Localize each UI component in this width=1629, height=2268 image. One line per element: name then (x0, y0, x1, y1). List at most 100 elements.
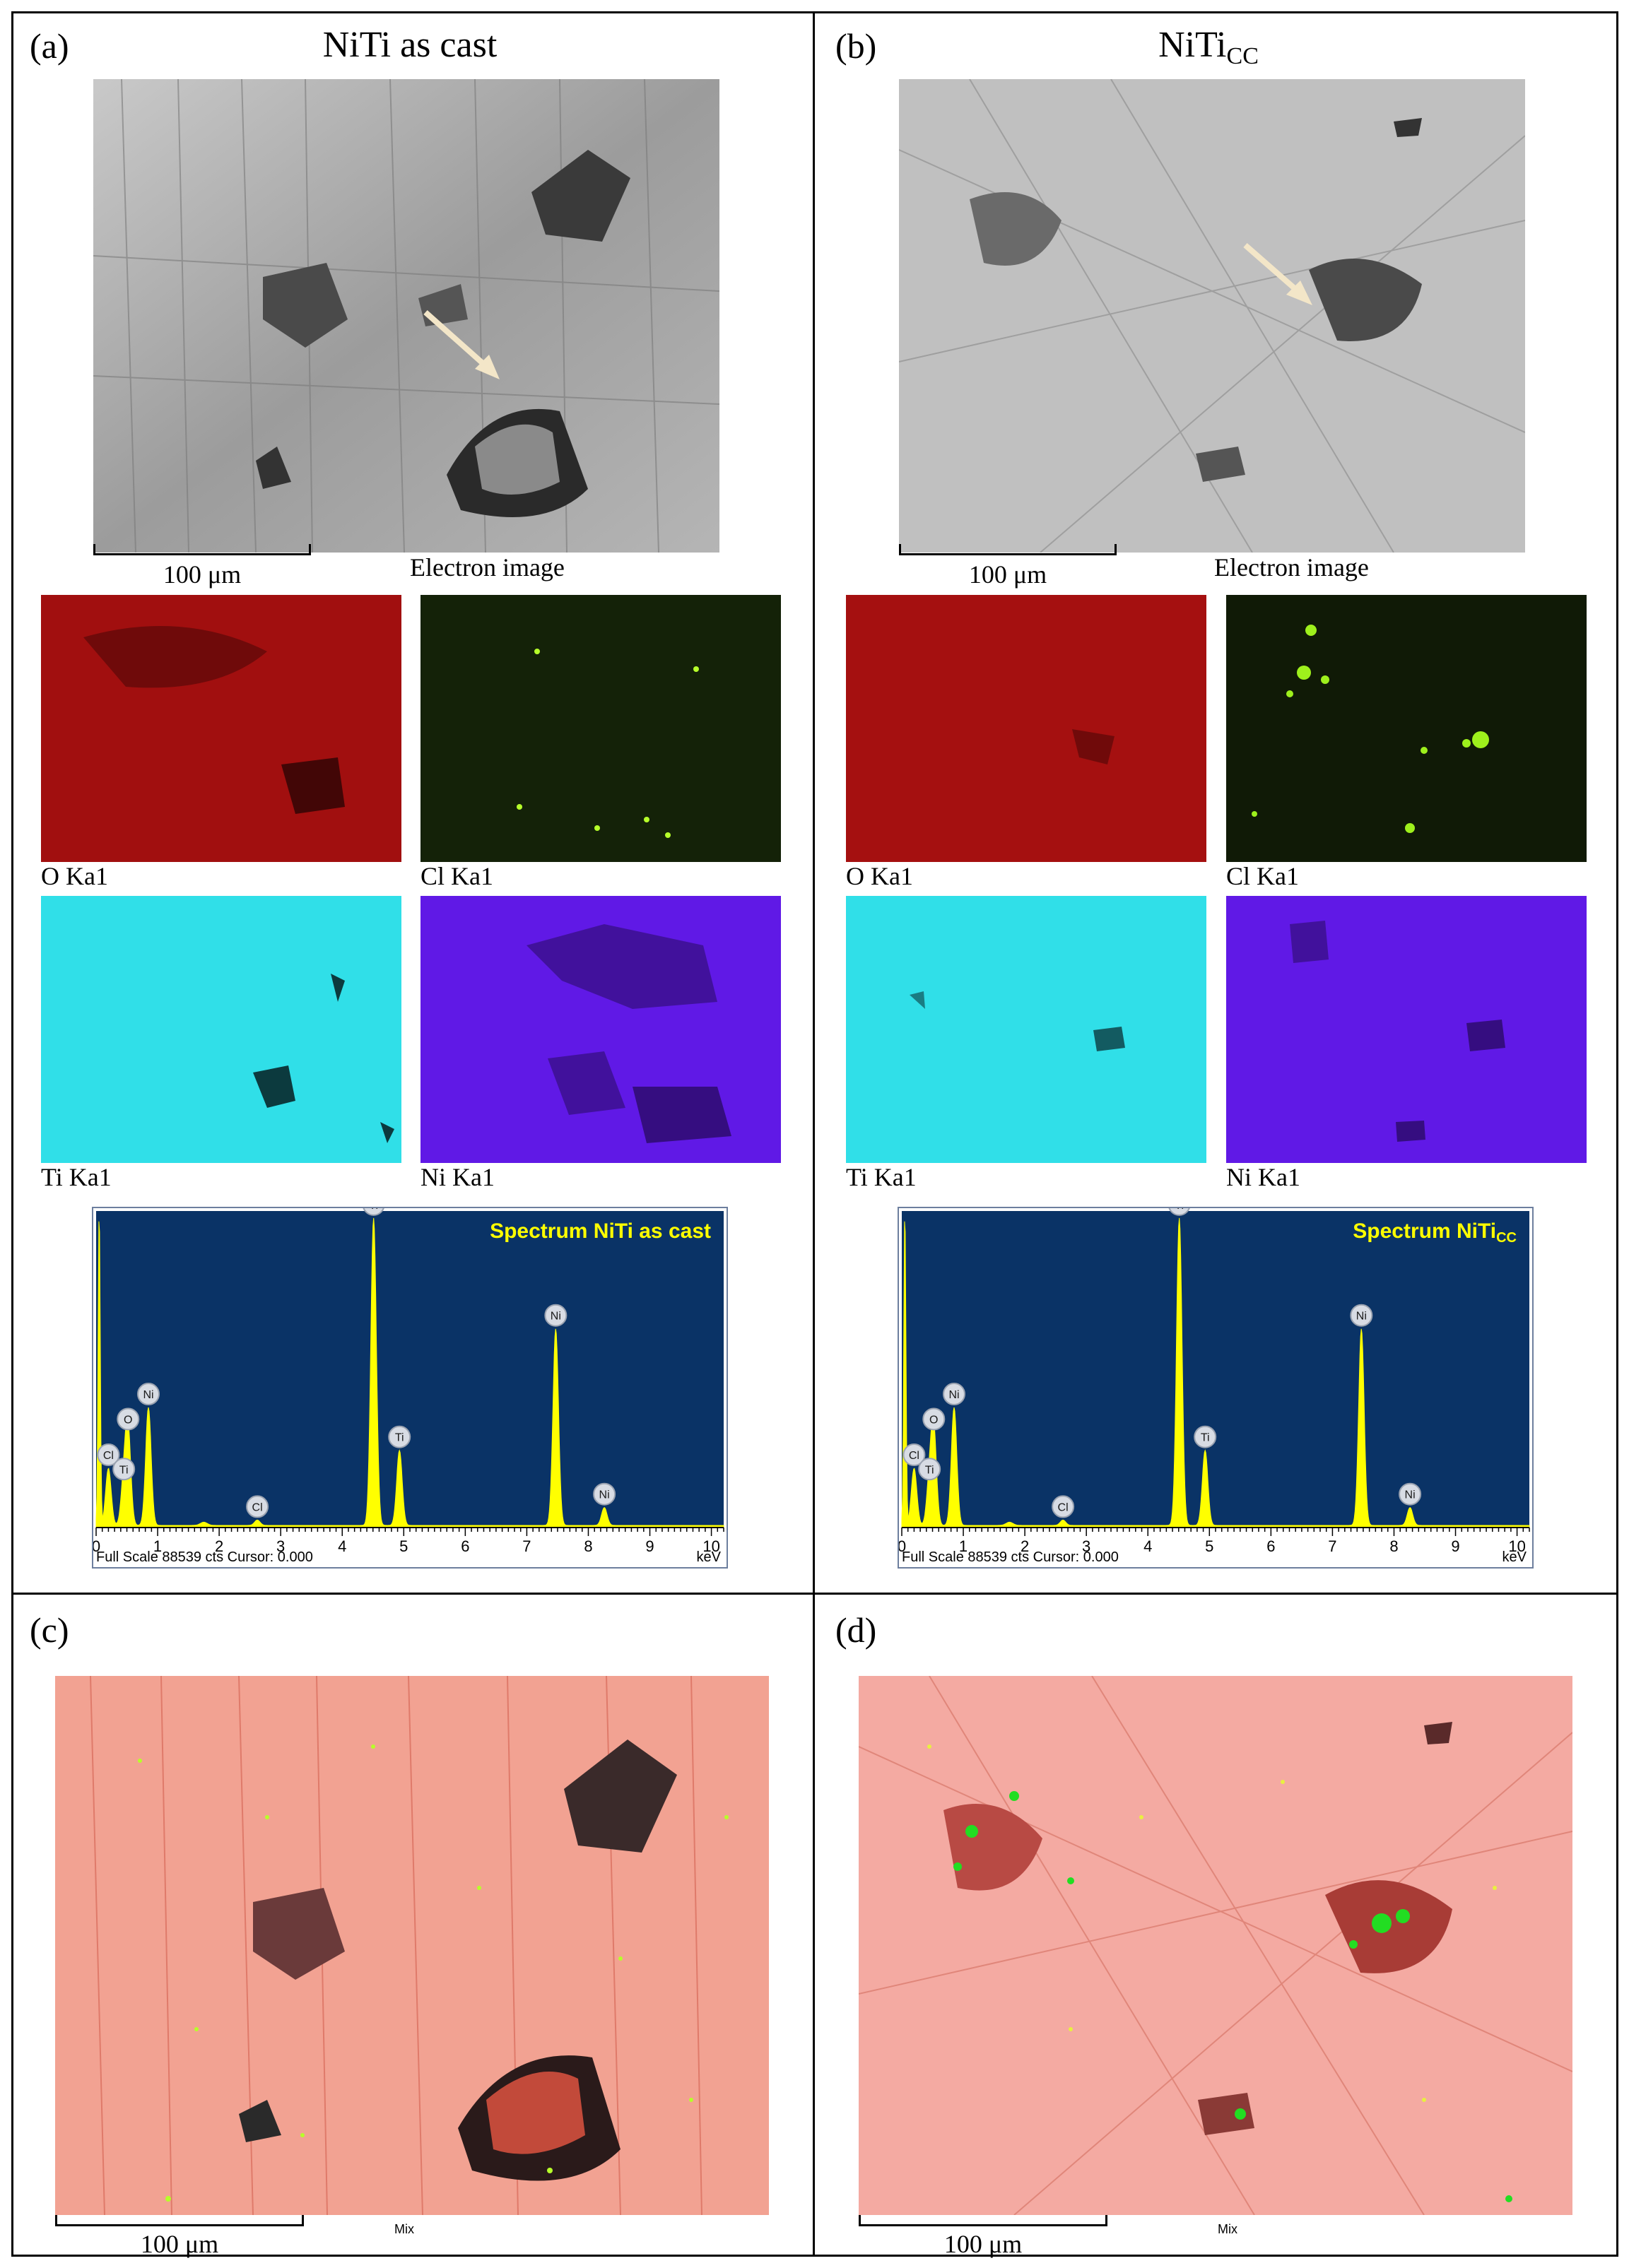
panel-a-spectrum-x-tick-label-10: 10 (702, 1537, 719, 1555)
panel-b-spectrum-title-sub: CC (1496, 1230, 1517, 1246)
panel-b-electron-caption: Electron image (1214, 553, 1369, 581)
panel-b-spectrum-x-tick-label-6: 6 (1266, 1537, 1275, 1555)
panel-b-electron-image (899, 79, 1525, 553)
panel-b-spectrum-peak-label-3: Ni (948, 1389, 959, 1401)
panel-b-spectrum-peak-marker-3: Ni (943, 1383, 965, 1406)
panel-a-spectrum-x-tick-label-9: 9 (645, 1537, 654, 1555)
panel-c-mix-image (55, 1676, 769, 2215)
panel-b-cl-map (1226, 595, 1587, 862)
panel-a-spectrum-peak-marker-6: Ti (388, 1425, 411, 1448)
panel-a-spectrum-peak-label-6: Ti (395, 1432, 404, 1444)
vertical-divider (813, 11, 815, 2257)
panel-d-label: (d) (835, 1610, 877, 1650)
panel-b-title-main: NiTi (1158, 25, 1227, 65)
panel-b-spectrum-x-tick-label-10: 10 (1508, 1537, 1525, 1555)
panel-a-spectrum-unit: keV (696, 1549, 721, 1565)
horizontal-divider (11, 1593, 1618, 1595)
panel-b-spectrum-title-main: Spectrum NiTi (1353, 1219, 1497, 1243)
panel-b-spectrum-peak-marker-7: Ni (1350, 1304, 1373, 1327)
panel-a-spectrum-title: Spectrum NiTi as cast (490, 1219, 711, 1243)
panel-a-ti-map (41, 896, 401, 1163)
panel-a-spectrum-x-tick-label-0: 0 (93, 1537, 100, 1555)
panel-b-spectrum-title: Spectrum NiTiCC (1353, 1219, 1517, 1246)
panel-b-spectrum-unit: keV (1502, 1549, 1527, 1565)
panel-a-spectrum-x-tick-label-2: 2 (215, 1537, 223, 1555)
panel-c-label: (c) (30, 1610, 69, 1650)
panel-b-spectrum-peak-label-2: O (929, 1414, 938, 1426)
panel-d-mix-label: Mix (1218, 2222, 1237, 2236)
panel-a-spectrum-peak-label-4: Cl (252, 1501, 263, 1513)
panel-a-spectrum-x-tick-label-6: 6 (461, 1537, 469, 1555)
panel-b-spectrum-x-tick-label-5: 5 (1205, 1537, 1213, 1555)
panel-a-spectrum-peak-marker-8: Ni (593, 1482, 616, 1506)
panel-b-ni-map (1226, 896, 1587, 1163)
panel-b-spectrum-peak-marker-5: Ti (1168, 1208, 1190, 1216)
panel-b-spectrum-x-tick-label-2: 2 (1021, 1537, 1029, 1555)
panel-a-ni-map (421, 896, 781, 1163)
panel-b-spectrum-peak-marker-0: Cl (902, 1443, 926, 1467)
panel-b-spectrum-peak-marker-6: Ti (1194, 1425, 1217, 1448)
panel-b-spectrum-series-line (901, 1217, 1530, 1528)
panel-a-spectrum-peak-label-2: O (124, 1414, 132, 1426)
panel-b-spectrum-peak-label-7: Ni (1356, 1311, 1367, 1323)
panel-a-spectrum-peak-label-3: Ni (143, 1389, 153, 1401)
panel-a-spectrum-peak-label-1: Ti (119, 1464, 129, 1476)
panel-a-spectrum-x-tick-label-1: 1 (153, 1537, 162, 1555)
panel-a-spectrum-x-tick-label-3: 3 (276, 1537, 285, 1555)
panel-c-scale-bar (55, 2215, 304, 2226)
panel-b-o-map (846, 595, 1206, 862)
panel-b-spectrum-peak-marker-2: O (922, 1407, 946, 1431)
panel-a-spectrum-x-tick-label-7: 7 (522, 1537, 531, 1555)
panel-a-spectrum-peak-marker-7: Ni (544, 1304, 567, 1327)
panel-a-spectrum-x-tick-label-8: 8 (584, 1537, 592, 1555)
panel-b-spectrum-peak-marker-8: Ni (1399, 1482, 1422, 1506)
panel-a-spectrum-x-tick-label-5: 5 (399, 1537, 408, 1555)
panel-b-spectrum-plot-area (902, 1211, 1529, 1528)
panel-b-spectrum-x-tick-label-9: 9 (1451, 1537, 1459, 1555)
panel-b-spectrum-peak-label-5: Ti (1175, 1208, 1184, 1212)
panel-a-electron-caption: Electron image (410, 553, 565, 581)
panel-a-spectrum-peak-label-5: Ti (369, 1208, 378, 1212)
panel-b-spectrum-footer: Full Scale 88539 cts Cursor: 0.000 (902, 1549, 1119, 1565)
panel-b-ni-caption: Ni Ka1 (1226, 1163, 1300, 1191)
panel-b-ti-caption: Ti Ka1 (846, 1163, 917, 1191)
panel-a-ni-caption: Ni Ka1 (421, 1163, 495, 1191)
panel-b-cl-caption: Cl Ka1 (1226, 862, 1299, 890)
panel-a-cl-caption: Cl Ka1 (421, 862, 493, 890)
panel-d-scale-label: 100 μm (943, 2230, 1023, 2258)
panel-a-cl-map (421, 595, 781, 862)
panel-b-title: NiTiCC (1046, 27, 1371, 69)
panel-a-title: NiTi as cast (322, 25, 498, 65)
panel-b-spectrum-plot: Cl Ti O Ni Cl Ti Ti Ni Ni 0 1 2 3 4 5 6 7 8 9 10 (899, 1208, 1530, 1555)
panel-a-spectrum-peak-marker-5: Ti (363, 1208, 384, 1216)
panel-b-spectrum-x-tick-label-1: 1 (959, 1537, 968, 1555)
panel-b-spectrum-peak-marker-1: Ti (918, 1458, 941, 1481)
panel-b-spectrum-x-tick-label-4: 4 (1143, 1537, 1152, 1555)
panel-b-spectrum-peak-label-1: Ti (925, 1464, 934, 1476)
panel-a-o-caption: O Ka1 (41, 862, 108, 890)
panel-a-spectrum-peak-marker-2: O (117, 1407, 140, 1431)
panel-b-spectrum-peak-label-6: Ti (1201, 1432, 1210, 1444)
panel-a-spectrum-peak-marker-0: Cl (97, 1443, 120, 1467)
panel-c-scale-label: 100 μm (140, 2230, 219, 2258)
panel-a-spectrum-x-tick-label-4: 4 (338, 1537, 346, 1555)
panel-a-spectrum-plot: Cl Ti O Ni Cl Ti Ti Ni Ni 0 1 2 3 4 5 6 7 8 9 10 (93, 1208, 724, 1555)
panel-a-scale-label: 100 μm (163, 560, 242, 589)
panel-b-scale-label: 100 μm (968, 560, 1047, 589)
panel-d-scale-bar (859, 2215, 1107, 2226)
panel-a-label: (a) (30, 26, 69, 66)
panel-a-electron-image (93, 79, 719, 553)
panel-a-scale-bar (93, 544, 311, 555)
panel-b-scale-bar (899, 544, 1117, 555)
panel-b-spectrum-x-tick-label-7: 7 (1328, 1537, 1336, 1555)
panel-b-spectrum-peak-label-0: Cl (909, 1450, 919, 1462)
panel-b-spectrum-x-tick-label-3: 3 (1082, 1537, 1090, 1555)
panel-b-spectrum-x-tick-label-8: 8 (1389, 1537, 1398, 1555)
panel-c-mix-label: Mix (394, 2222, 414, 2236)
panel-a-spectrum: Cl Ti O Ni Cl Ti Ti Ni Ni 0 1 2 3 4 5 6 7 8 9 10 Spectrum N… (92, 1207, 728, 1569)
panel-b-spectrum-peak-marker-4: Cl (1052, 1495, 1075, 1518)
panel-b-spectrum: Cl Ti O Ni Cl Ti Ti Ni Ni 0 1 2 3 4 5 6 7 8 9 10 Spectrum N… (898, 1207, 1534, 1569)
panel-b-o-caption: O Ka1 (846, 862, 913, 890)
panel-a-spectrum-peak-marker-3: Ni (137, 1383, 160, 1406)
figure-outer-border (11, 11, 1618, 2257)
